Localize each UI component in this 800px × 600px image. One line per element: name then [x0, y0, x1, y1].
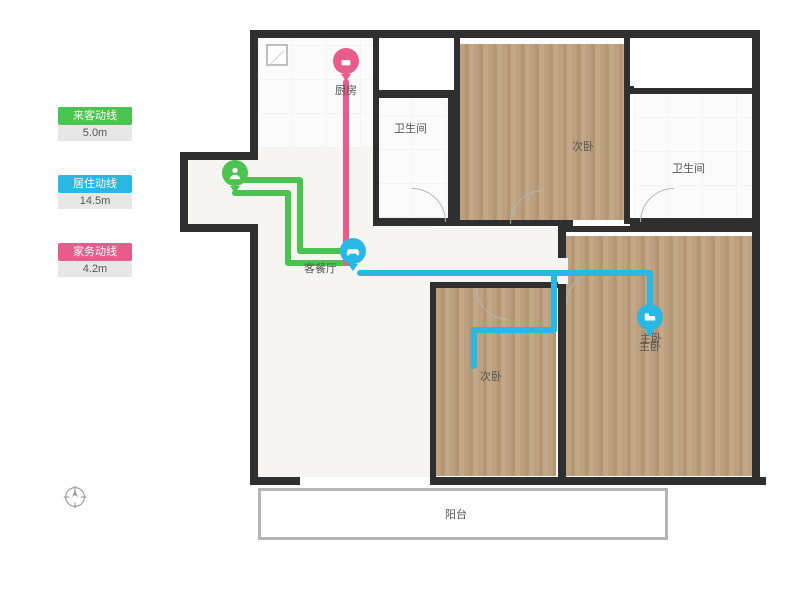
legend-item-living: 居住动线 14.5m [58, 175, 132, 209]
compass-icon [60, 482, 90, 512]
bed-icon [637, 304, 663, 330]
marker-master: 主卧 [637, 304, 663, 337]
sofa-icon [340, 238, 366, 264]
pot-icon [333, 48, 359, 74]
floor-plan: 卫生间 次卧 卫生间 主卧 次卧 阳台 [180, 30, 770, 550]
marker-kitchen-label: 厨房 [335, 82, 357, 98]
legend-value: 5.0m [58, 125, 132, 141]
marker-living-label: 客餐厅 [304, 260, 337, 276]
legend-item-chore: 家务动线 4.2m [58, 243, 132, 277]
marker-kitchen: 厨房 [333, 48, 359, 81]
person-icon [222, 160, 248, 186]
legend-value: 4.2m [58, 261, 132, 277]
legend-item-guest: 来客动线 5.0m [58, 107, 132, 141]
legend-value: 14.5m [58, 193, 132, 209]
marker-entry [222, 160, 248, 193]
legend-label: 家务动线 [58, 243, 132, 261]
legend-label: 来客动线 [58, 107, 132, 125]
movement-paths [180, 30, 770, 550]
legend-label: 居住动线 [58, 175, 132, 193]
marker-living: 客餐厅 [340, 238, 366, 271]
legend: 来客动线 5.0m 居住动线 14.5m 家务动线 4.2m [58, 107, 132, 311]
marker-master-label: 主卧 [639, 338, 661, 354]
